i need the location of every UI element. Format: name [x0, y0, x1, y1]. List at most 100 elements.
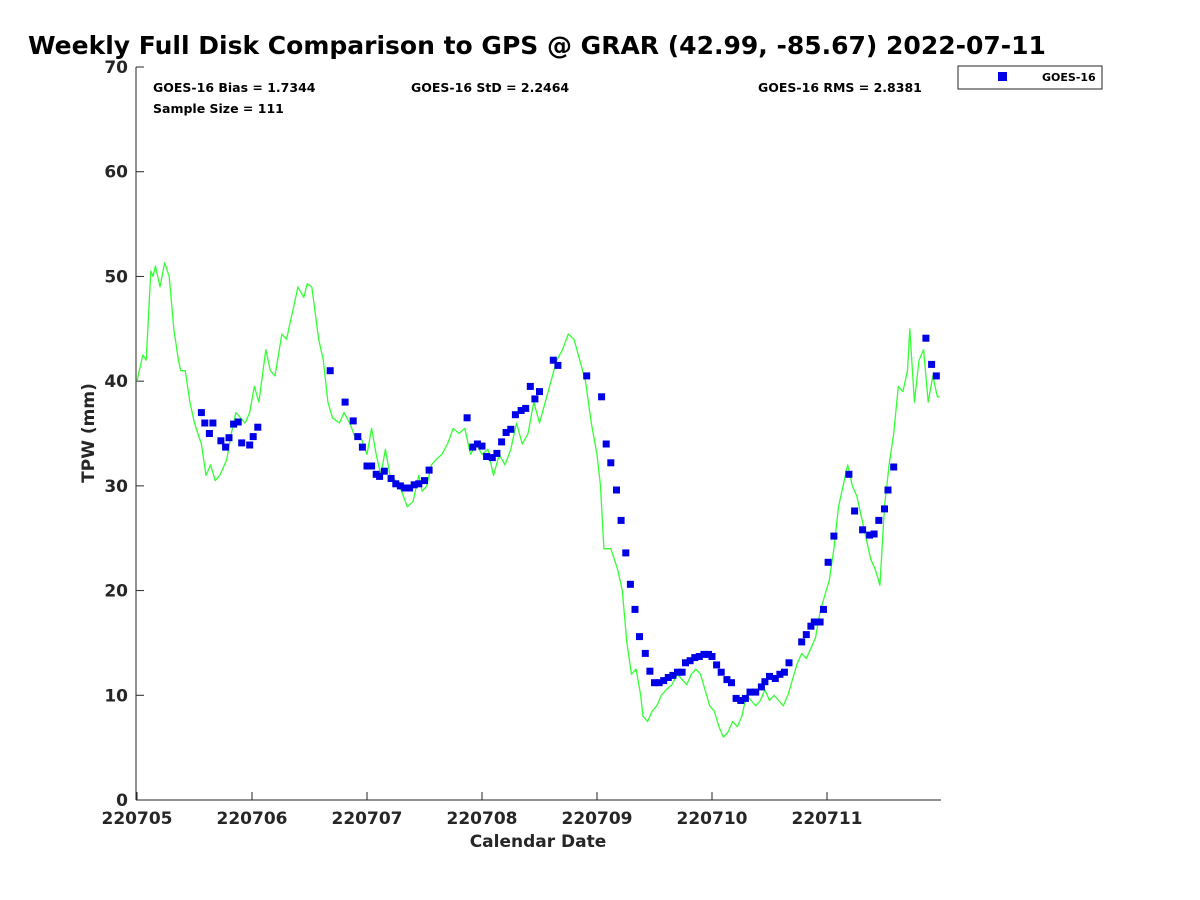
goes16-point [201, 419, 209, 427]
goes16-point [583, 372, 591, 380]
goes16-point [890, 463, 898, 471]
goes16-point [646, 667, 654, 675]
x-axis-label: Calendar Date [470, 832, 607, 852]
goes16-point [622, 549, 630, 557]
goes16-point [421, 477, 428, 485]
goes16-point [341, 398, 349, 406]
goes16-point [209, 419, 217, 427]
goes16-point [607, 459, 615, 467]
goes16-point [554, 361, 562, 369]
goes16-point [708, 653, 716, 660]
goes16-point [363, 462, 371, 470]
goes16-point [526, 382, 534, 390]
goes16-point [387, 475, 395, 482]
goes16-point [651, 679, 658, 687]
goes16-point [230, 420, 238, 428]
y-tick-label: 30 [104, 477, 128, 497]
legend: GOES-16 [957, 65, 1103, 90]
bias-stat: GOES-16 Bias = 1.7344 [153, 80, 316, 95]
goes16-point [816, 618, 824, 626]
goes16-point [802, 631, 810, 639]
goes16-point [349, 417, 357, 425]
goes16-point [859, 526, 867, 534]
goes16-point [636, 633, 643, 641]
plot-background [136, 67, 941, 800]
goes16-point [473, 440, 481, 448]
goes16-point [766, 672, 773, 680]
goes16-point [655, 679, 663, 687]
goes16-point [354, 433, 362, 441]
goes16-point [875, 516, 883, 524]
goes16-point [617, 516, 625, 524]
goes16-point [824, 558, 832, 566]
goes16-point [463, 414, 471, 422]
x-tick-label: 220711 [792, 809, 863, 829]
goes16-point [205, 430, 213, 437]
goes16-point [798, 638, 806, 646]
goes16-point [631, 605, 639, 613]
y-tick-label: 60 [104, 163, 128, 183]
goes16-point [493, 449, 501, 457]
goes16-point [249, 433, 257, 441]
sample-size-stat: Sample Size = 111 [153, 101, 284, 116]
goes16-point [483, 453, 491, 460]
goes16-point [254, 423, 262, 431]
goes16-point [376, 472, 384, 480]
goes-series [197, 334, 940, 704]
legend-label-goes16: GOES-16 [1042, 71, 1096, 84]
goes16-point [771, 675, 779, 682]
x-tick-label: 220708 [447, 809, 518, 829]
goes16-point [807, 622, 815, 630]
plot-area [135, 67, 941, 801]
goes16-point [737, 697, 745, 704]
goes16-point [392, 480, 400, 488]
goes16-point [225, 434, 233, 442]
goes16-point [695, 653, 703, 660]
goes16-point [613, 486, 620, 494]
goes16-point [932, 372, 940, 380]
rms-stat: GOES-16 RMS = 2.8381 [758, 80, 922, 95]
goes16-point [549, 356, 557, 364]
chart-title: Weekly Full Disk Comparison to GPS @ GRA… [28, 31, 1046, 60]
x-axis-ticks: 220705 220706 220707 220708 220709 220710 2207… [102, 792, 863, 829]
goes16-point [757, 683, 765, 691]
y-tick-label: 70 [104, 58, 128, 78]
goes16-point [380, 467, 388, 475]
goes16-point [669, 671, 677, 679]
goes16-point [498, 438, 506, 446]
goes16-point [401, 484, 409, 492]
x-tick-label: 220710 [677, 809, 748, 829]
goes16-point [478, 442, 486, 450]
goes16-point [700, 650, 708, 658]
goes16-point [326, 367, 334, 375]
goes16-point [785, 659, 793, 667]
goes16-point [368, 462, 376, 470]
goes16-point [678, 668, 686, 676]
legend-box [957, 65, 1103, 90]
goes16-point [691, 654, 699, 662]
goes16-point [246, 441, 254, 449]
goes16-point [761, 678, 769, 686]
goes16-point [881, 505, 888, 513]
goes16-point [626, 580, 634, 588]
goes16-point [536, 388, 543, 396]
goes16-point [928, 360, 936, 368]
goes16-point [674, 668, 681, 676]
goes16-point [197, 409, 205, 417]
y-tick-label: 50 [104, 267, 128, 287]
goes16-point [820, 605, 827, 613]
goes16-point [641, 649, 649, 657]
goes16-point [686, 657, 694, 665]
y-tick-label: 40 [104, 372, 128, 392]
goes16-point [238, 439, 246, 447]
goes16-point [502, 429, 510, 436]
goes16-point [425, 466, 433, 474]
goes16-point [732, 694, 740, 702]
goes16-point [682, 659, 689, 667]
goes16-point [717, 668, 725, 676]
goes16-point [830, 532, 838, 540]
goes16-point [598, 393, 606, 401]
goes16-point [511, 411, 519, 419]
goes16-point [776, 670, 784, 678]
